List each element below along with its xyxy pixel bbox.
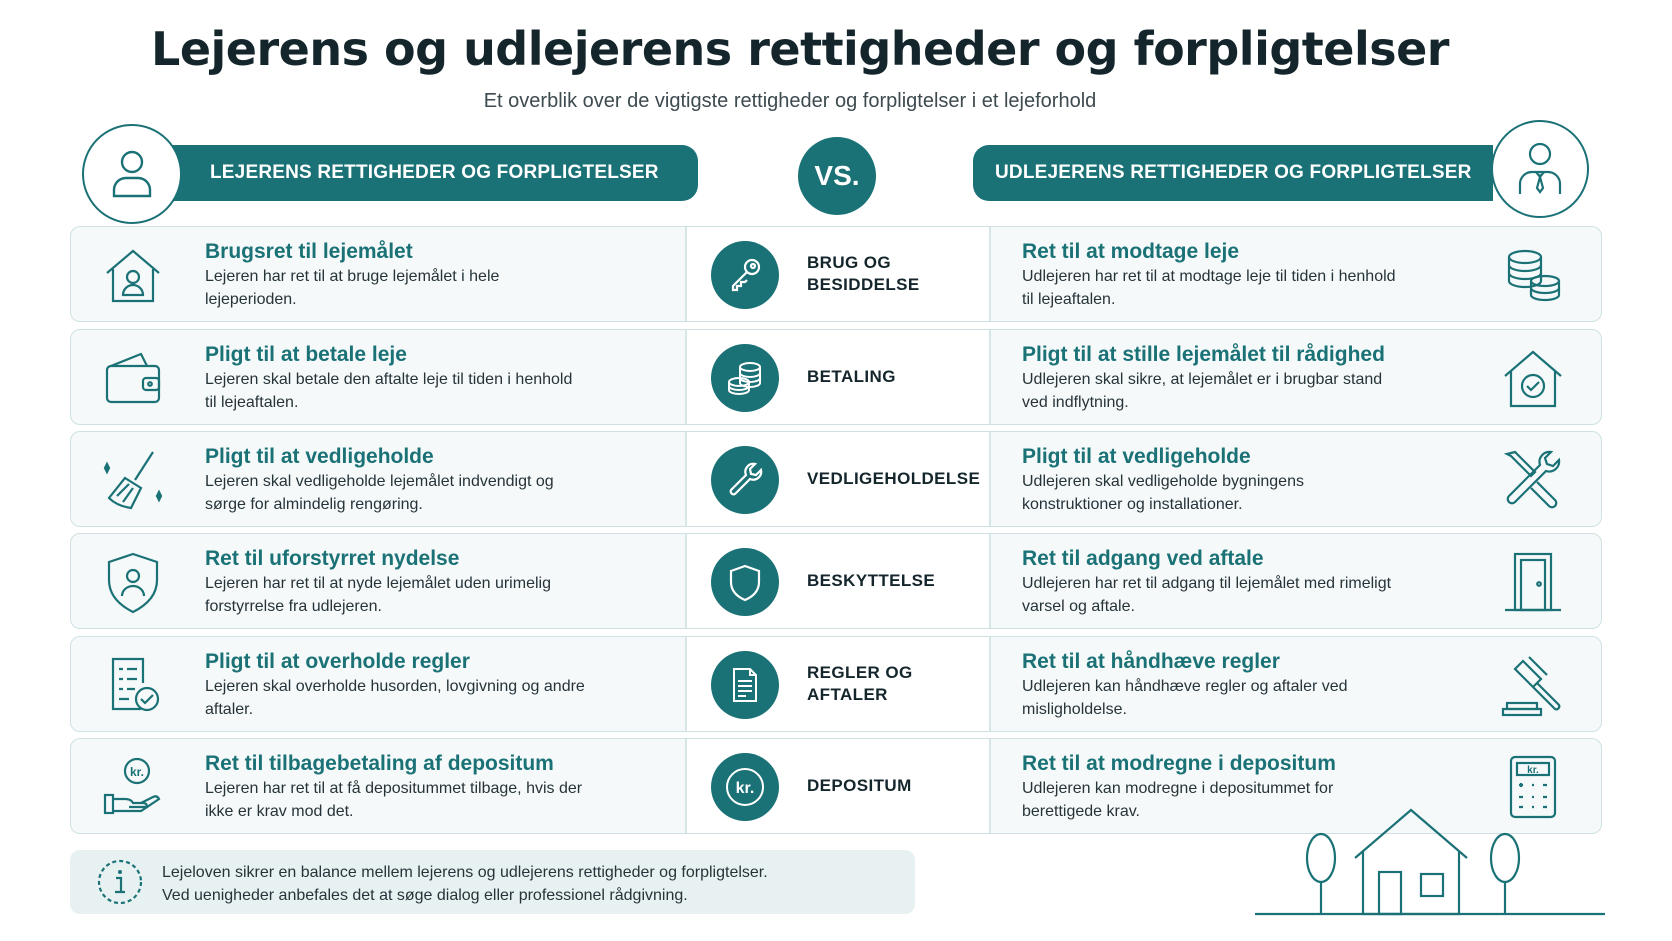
businessman-icon bbox=[1518, 142, 1562, 194]
coins-icon bbox=[711, 344, 779, 412]
row-6-right-title: Ret til at modregne i depositum bbox=[1022, 752, 1336, 775]
row-1-category: BRUG OG BESIDDELSE bbox=[807, 253, 920, 294]
row-5-right-text: Udlejeren kan håndhæve regler og aftaler… bbox=[1022, 678, 1348, 718]
row-4-left-text: Lejeren har ret til at nyde lejemålet ud… bbox=[205, 575, 551, 615]
row-6-right-text: Udlejeren kan modregne i depositummet fo… bbox=[1022, 780, 1334, 820]
landlord-banner: UDLEJERENS RETTIGHEDER OG FORPLIGTELSER bbox=[973, 145, 1493, 201]
row-6-left-text: Lejeren har ret til at få depositummet t… bbox=[205, 780, 583, 820]
row-1-right-text: Udlejeren har ret til at modtage leje ti… bbox=[1022, 268, 1396, 308]
shield-icon bbox=[711, 548, 779, 616]
rights-row-5: Pligt til at overholde regler Lejeren sk… bbox=[70, 636, 1602, 732]
house-check-icon bbox=[1504, 350, 1562, 408]
row-3-right-title: Pligt til at vedligeholde bbox=[1022, 445, 1251, 468]
coins-icon bbox=[1507, 249, 1561, 302]
row-4-right-text: Udlejeren har ret til adgang til lejemål… bbox=[1022, 575, 1392, 615]
note-line-1: Lejeloven sikrer en balance mellem lejer… bbox=[162, 864, 768, 881]
broom-icon bbox=[103, 451, 163, 510]
document-icon bbox=[711, 651, 779, 719]
row-4-right-title: Ret til adgang ved aftale bbox=[1022, 547, 1264, 570]
page-title: Lejerens og udlejerens rettigheder og fo… bbox=[151, 22, 1449, 76]
row-6-category: DEPOSITUM bbox=[807, 776, 912, 795]
row-2-left-title: Pligt til at betale leje bbox=[205, 343, 407, 366]
row-3-left-text: Lejeren skal vedligeholde lejemålet indv… bbox=[205, 473, 554, 513]
door-icon bbox=[1505, 552, 1561, 612]
tenant-avatar bbox=[82, 124, 182, 224]
page-subtitle: Et overblik over de vigtigste rettighede… bbox=[483, 90, 1097, 112]
tenant-banner: LEJERENS RETTIGHEDER OG FORPLIGTELSER bbox=[160, 145, 698, 201]
svg-text:kr.: kr. bbox=[736, 780, 755, 797]
row-1-right-title: Ret til at modtage leje bbox=[1022, 240, 1240, 263]
kr-icon: kr. bbox=[711, 753, 779, 821]
row-4-category: BESKYTTELSE bbox=[807, 571, 936, 590]
hand-kr-icon: kr. bbox=[103, 757, 161, 815]
landlord-avatar bbox=[1491, 120, 1589, 218]
row-3-left-title: Pligt til at vedligeholde bbox=[205, 445, 434, 468]
row-3-right-text: Udlejeren skal vedligeholde bygningens k… bbox=[1022, 473, 1304, 513]
row-5-right-title: Ret til at håndhæve regler bbox=[1022, 650, 1280, 673]
info-icon bbox=[97, 859, 143, 905]
row-2-right-text: Udlejeren skal sikre, at lejemålet er i … bbox=[1022, 371, 1383, 411]
row-4-left-title: Ret til uforstyrret nydelse bbox=[205, 547, 460, 570]
row-2-right-title: Pligt til at stille lejemålet til rådigh… bbox=[1022, 343, 1385, 366]
row-2-category: BETALING bbox=[807, 367, 896, 386]
rights-row-2: Pligt til at betale leje Lejeren skal be… bbox=[70, 329, 1602, 425]
svg-text:kr.: kr. bbox=[1527, 765, 1539, 776]
vs-badge: VS. bbox=[798, 137, 876, 215]
row-6-left-title: Ret til tilbagebetaling af depositum bbox=[205, 752, 554, 775]
checklist-icon bbox=[111, 657, 160, 712]
wallet-icon bbox=[105, 352, 161, 404]
person-icon bbox=[112, 150, 152, 198]
shield-person-icon bbox=[107, 552, 159, 614]
rights-row-3: Pligt til at vedligeholde Lejeren skal v… bbox=[70, 431, 1602, 527]
svg-text:kr.: kr. bbox=[130, 765, 144, 779]
tools-icon bbox=[1503, 450, 1561, 509]
row-1-left-title: Brugsret til lejemålet bbox=[205, 240, 413, 263]
row-5-left-text: Lejeren skal overholde husorden, lovgivn… bbox=[205, 678, 585, 718]
note-line-2: Ved uenigheder anbefales det at søge dia… bbox=[162, 887, 688, 904]
row-3-category: VEDLIGEHOLDELSE bbox=[807, 469, 981, 488]
info-note: Lejeloven sikrer en balance mellem lejer… bbox=[70, 850, 915, 914]
row-5-category: REGLER OG AFTALER bbox=[807, 663, 913, 704]
rights-row-1: Brugsret til lejemålet Lejeren har ret t… bbox=[70, 226, 1602, 322]
gavel-icon bbox=[1501, 656, 1561, 717]
rights-row-6: kr. Ret til tilbagebetaling af depositum… bbox=[70, 738, 1602, 834]
calculator-icon: kr. bbox=[1509, 755, 1557, 819]
house-person-icon bbox=[106, 249, 160, 303]
row-5-left-title: Pligt til at overholde regler bbox=[205, 650, 470, 673]
rights-row-4: Ret til uforstyrret nydelse Lejeren har … bbox=[70, 533, 1602, 629]
row-1-left-text: Lejeren har ret til at bruge lejemålet i… bbox=[205, 268, 500, 308]
house-illustration-icon bbox=[1255, 808, 1605, 916]
row-2-left-text: Lejeren skal betale den aftalte leje til… bbox=[205, 371, 573, 411]
wrench-icon bbox=[711, 446, 779, 514]
key-icon bbox=[711, 241, 779, 309]
